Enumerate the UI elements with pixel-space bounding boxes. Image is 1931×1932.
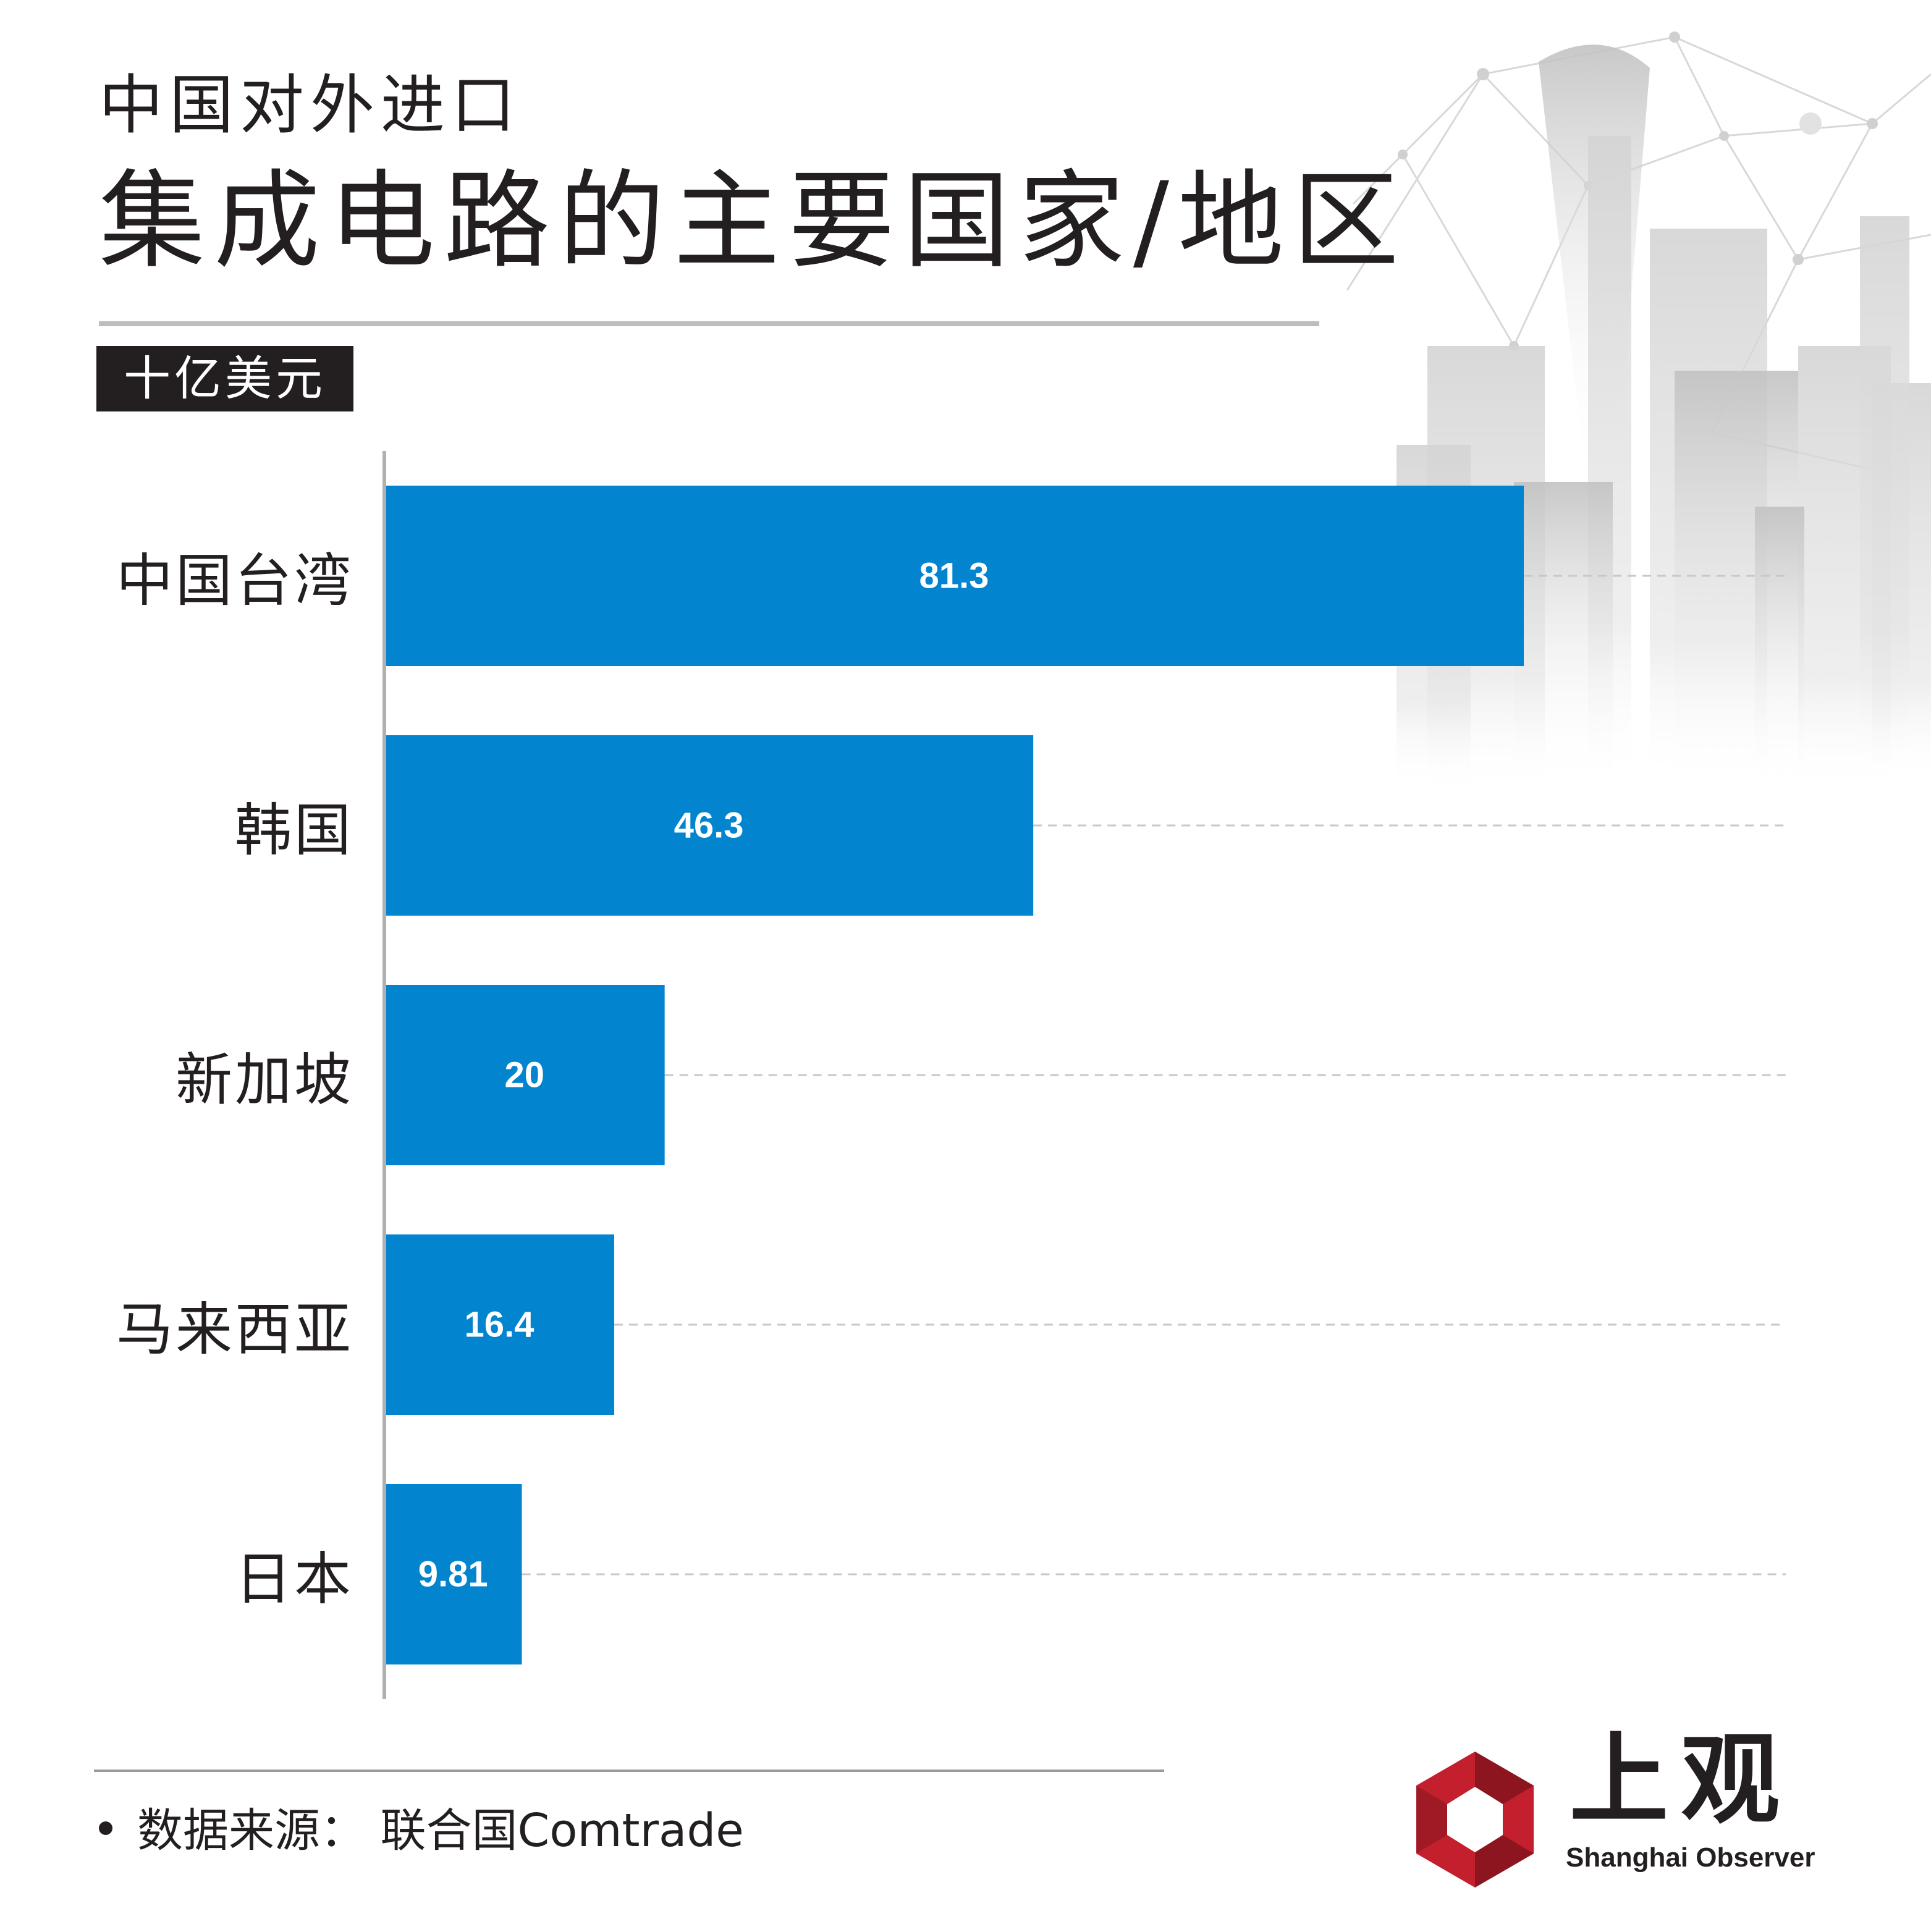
category-label: 新加坡 xyxy=(175,1047,353,1113)
category-label: 韩国 xyxy=(235,798,353,864)
bar xyxy=(384,1484,522,1664)
logo-name-en: Shanghai Observer xyxy=(1566,1842,1815,1873)
title-divider xyxy=(99,321,1319,326)
logo-mark-icon xyxy=(1416,1752,1534,1888)
chart-title: 集成电路的主要国家/地区 xyxy=(99,159,1408,283)
footer-divider xyxy=(94,1770,1164,1772)
bar-value-label: 46.3 xyxy=(674,806,744,846)
unit-label: 十亿美元 xyxy=(96,346,353,411)
bar-value-label: 20 xyxy=(505,1055,545,1095)
bar-value-label: 81.3 xyxy=(919,556,989,596)
chart-subtitle: 中国对外进口 xyxy=(99,67,522,143)
bar xyxy=(384,735,1034,916)
bar xyxy=(384,985,665,1165)
category-label: 马来西亚 xyxy=(116,1297,353,1363)
bullet-icon xyxy=(99,1821,112,1836)
bar-value-label: 9.81 xyxy=(418,1554,488,1595)
bar-value-label: 16.4 xyxy=(465,1305,535,1345)
category-label: 中国台湾 xyxy=(116,548,353,614)
category-label: 日本 xyxy=(235,1546,353,1613)
logo-name-cn: 上观 xyxy=(1570,1721,1793,1837)
bar xyxy=(384,1234,614,1415)
bar xyxy=(384,486,1524,666)
shanghai-observer-logo[interactable]: 上观 Shanghai Observer xyxy=(1404,1730,1830,1903)
source-note: 数据来源： 联合国Comtrade xyxy=(99,1808,744,1854)
source-text: 数据来源： 联合国Comtrade xyxy=(137,1804,744,1857)
